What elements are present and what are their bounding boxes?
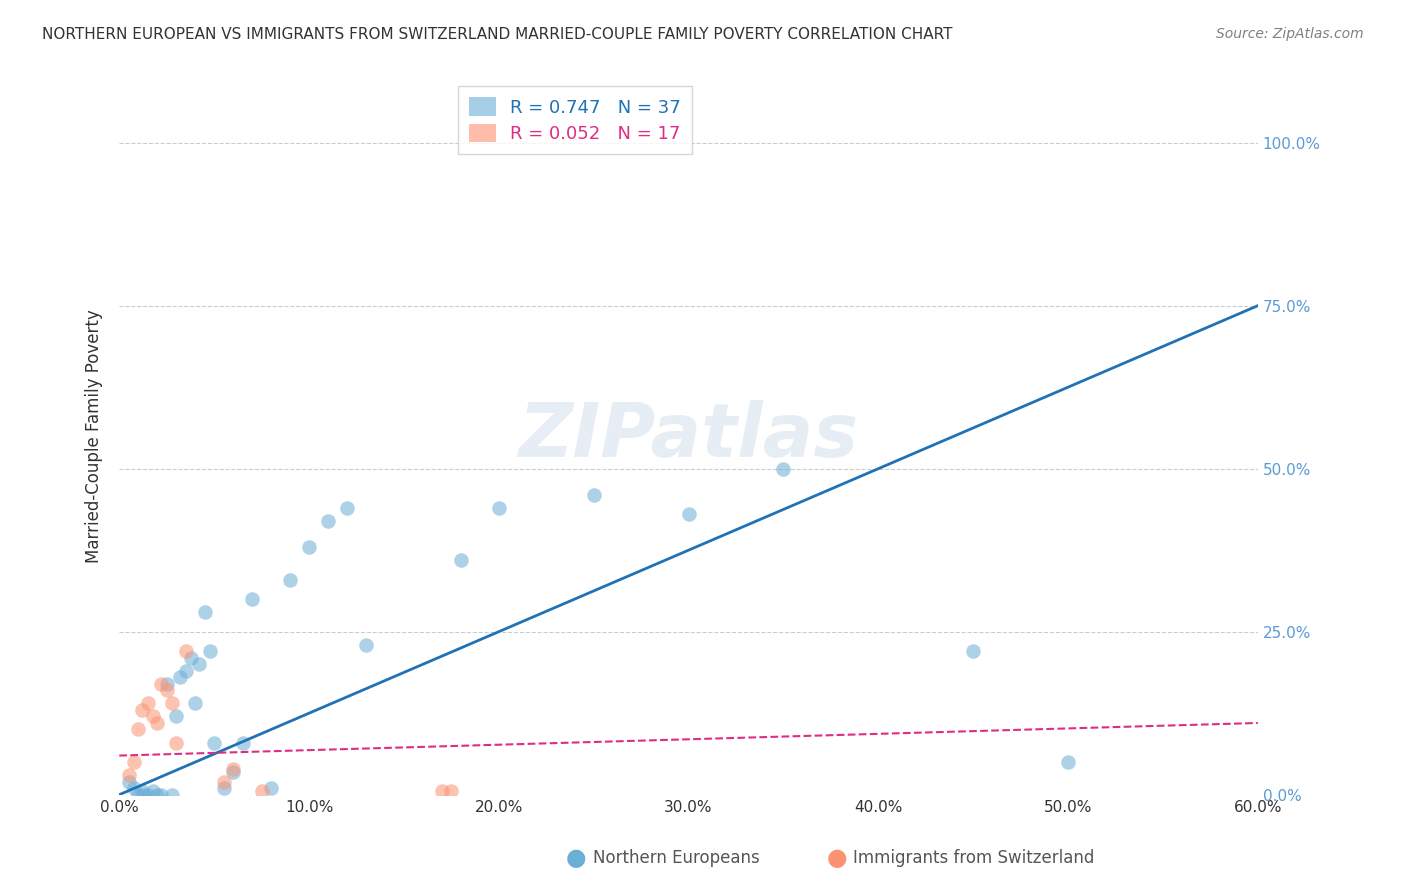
- Point: [136, 788, 159, 802]
- Point: [202, 735, 225, 749]
- Point: [488, 500, 510, 515]
- Point: [354, 638, 377, 652]
- Point: [150, 677, 173, 691]
- Point: [440, 784, 463, 798]
- Point: [212, 774, 235, 789]
- Point: [127, 788, 149, 802]
- Point: [162, 788, 184, 802]
- Point: [240, 592, 263, 607]
- Text: Source: ZipAtlas.com: Source: ZipAtlas.com: [1216, 27, 1364, 41]
- Point: [962, 644, 984, 658]
- Point: [222, 764, 245, 779]
- Point: [142, 709, 165, 723]
- Point: [156, 677, 179, 691]
- Point: [278, 573, 301, 587]
- Point: [430, 784, 453, 798]
- Point: [222, 762, 245, 776]
- Point: [165, 709, 187, 723]
- Point: [131, 703, 153, 717]
- Point: [146, 788, 169, 802]
- Y-axis label: Married-Couple Family Poverty: Married-Couple Family Poverty: [86, 310, 103, 563]
- Point: [200, 644, 222, 658]
- Point: [336, 500, 359, 515]
- Text: Northern Europeans: Northern Europeans: [593, 849, 761, 867]
- Text: ●: ●: [827, 847, 846, 870]
- Text: ●: ●: [567, 847, 586, 870]
- Point: [188, 657, 211, 672]
- Point: [174, 664, 197, 678]
- Point: [450, 553, 472, 567]
- Point: [250, 784, 273, 798]
- Point: [582, 488, 605, 502]
- Point: [169, 670, 191, 684]
- Point: [298, 540, 321, 554]
- Point: [232, 735, 254, 749]
- Legend: R = 0.747   N = 37, R = 0.052   N = 17: R = 0.747 N = 37, R = 0.052 N = 17: [458, 87, 692, 154]
- Point: [184, 697, 207, 711]
- Point: [124, 781, 146, 796]
- Text: ZIPatlas: ZIPatlas: [519, 400, 859, 473]
- Point: [316, 514, 339, 528]
- Point: [174, 644, 197, 658]
- Point: [156, 683, 179, 698]
- Point: [165, 735, 187, 749]
- Point: [136, 697, 159, 711]
- Point: [142, 784, 165, 798]
- Point: [162, 697, 184, 711]
- Point: [118, 774, 141, 789]
- Point: [124, 755, 146, 769]
- Point: [194, 605, 217, 619]
- Point: [127, 723, 149, 737]
- Text: NORTHERN EUROPEAN VS IMMIGRANTS FROM SWITZERLAND MARRIED-COUPLE FAMILY POVERTY C: NORTHERN EUROPEAN VS IMMIGRANTS FROM SWI…: [42, 27, 953, 42]
- Point: [260, 781, 283, 796]
- Point: [180, 650, 202, 665]
- Point: [150, 788, 173, 802]
- Point: [118, 768, 141, 782]
- Point: [146, 716, 169, 731]
- Point: [131, 784, 153, 798]
- Point: [678, 508, 700, 522]
- Point: [772, 461, 794, 475]
- Point: [212, 781, 235, 796]
- Point: [1057, 755, 1080, 769]
- Point: [132, 788, 155, 802]
- Text: Immigrants from Switzerland: Immigrants from Switzerland: [853, 849, 1095, 867]
